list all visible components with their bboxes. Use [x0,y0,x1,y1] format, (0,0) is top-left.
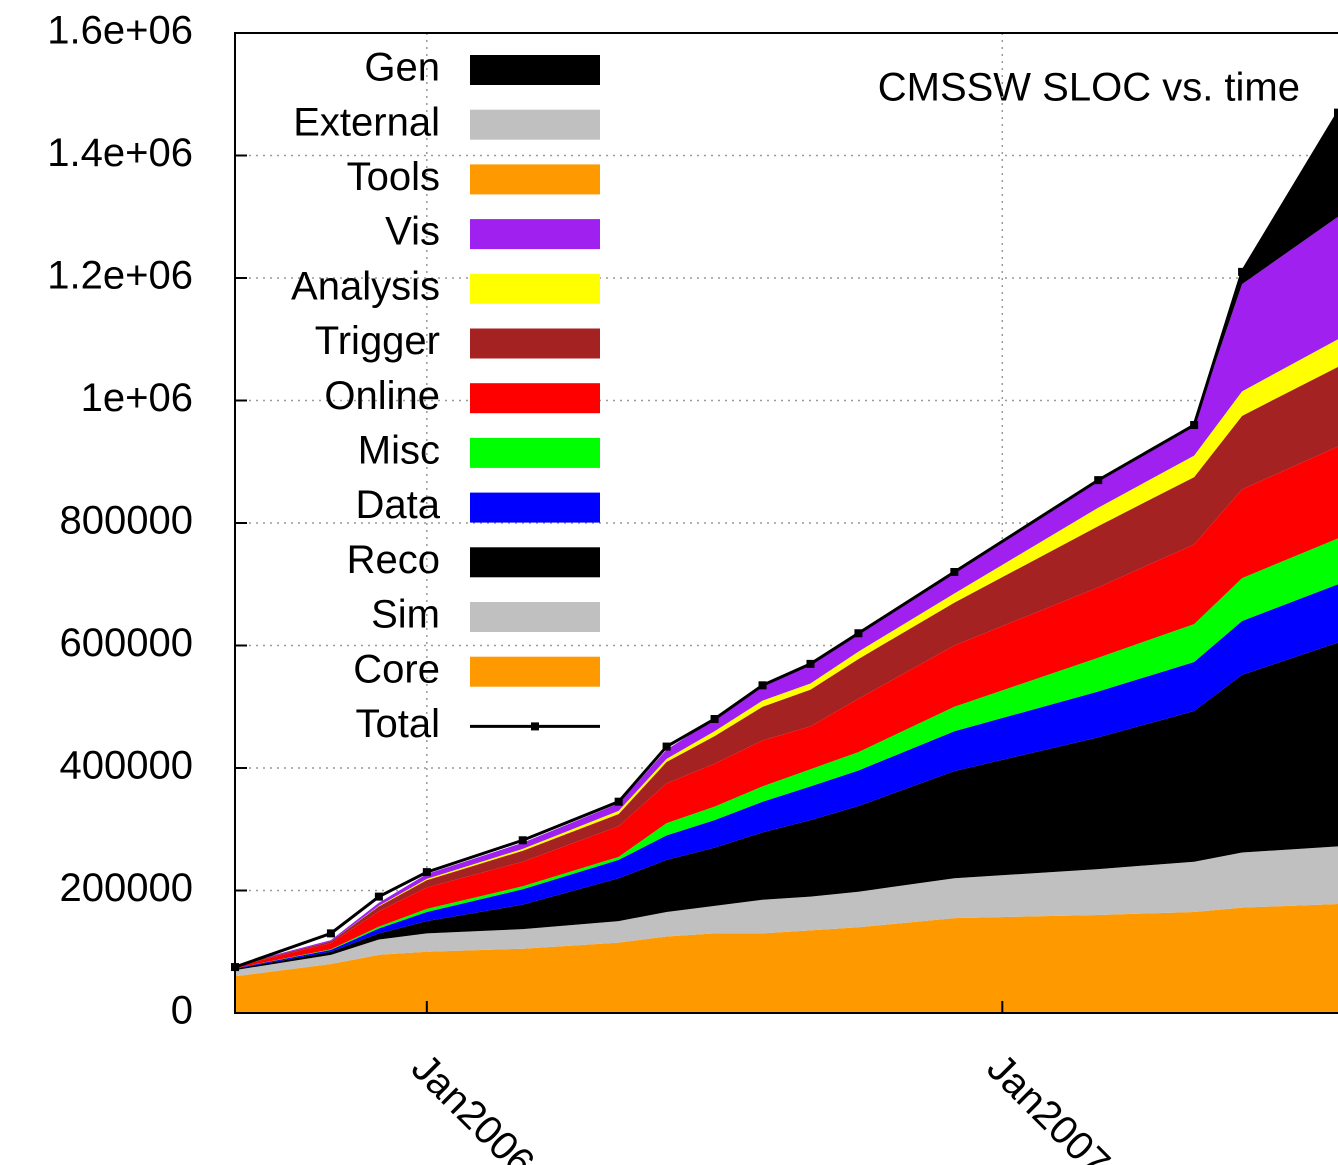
legend-label: Core [353,647,440,691]
point [422,868,431,877]
y-tick-label: 0 [171,989,193,1033]
area [235,903,1338,1013]
x-tick-label: Jan2007 [978,1046,1118,1165]
area [235,642,1338,971]
point [662,742,671,751]
legend-label: Data [356,483,441,527]
point [758,681,767,690]
y-tick-label: 1e+06 [81,376,193,420]
point [1190,421,1199,429]
y-tick-label: 600000 [60,621,193,665]
legend-swatch [470,547,600,578]
point [950,568,959,576]
legend-swatch [470,55,600,85]
legend-swatch [470,219,600,250]
legend-label: External [293,100,440,144]
legend-swatch [470,602,600,632]
legend-marker [531,722,539,731]
point [806,659,815,668]
point [710,715,719,723]
y-tick-label: 400000 [60,744,193,788]
legend-label: Misc [358,428,440,472]
point [1238,267,1247,276]
legend-swatch [470,437,600,468]
x-tick-label: Jan2006 [403,1046,543,1165]
y-tick-label: 200000 [60,866,193,910]
areas [231,108,1338,1013]
legend-swatch [470,273,600,304]
y-tick-label: 800000 [60,499,193,543]
point [374,892,383,901]
area [235,846,1338,977]
legend-swatch [470,656,600,687]
axis-frame [234,32,1338,1014]
legend-label: Trigger [315,319,440,363]
legend: Gen External Tools Vis Analysis Trigger Online… [291,46,600,746]
legend-label: Sim [371,593,440,637]
legend-swatch [470,328,600,359]
point [1334,108,1338,117]
legend-swatch [470,492,600,523]
point [854,629,863,638]
legend-label: Total [356,702,441,746]
legend-label: Online [324,374,440,418]
point [614,797,623,806]
legend-swatch [470,383,600,414]
point [1094,476,1103,485]
y-tick-label: 1.2e+06 [47,254,193,298]
line [234,111,1338,969]
legend-label: Tools [347,155,440,199]
y-tick-label: 1.4e+06 [47,131,193,175]
legend-label: Vis [385,210,440,254]
legend-swatch [470,164,600,195]
point [326,929,335,938]
legend-label: Gen [364,46,440,90]
legend-label: Analysis [291,264,440,308]
legend-swatch [470,109,600,140]
chart-title: CMSSW SLOC vs. time [878,66,1300,110]
point [518,836,527,845]
axes: 0 200000 400000 600000 800000 1e+06 1.2e+06 1.4… [47,9,1338,1165]
legend-label: Reco [347,538,440,582]
y-tick-label: 1.6e+06 [47,9,193,53]
